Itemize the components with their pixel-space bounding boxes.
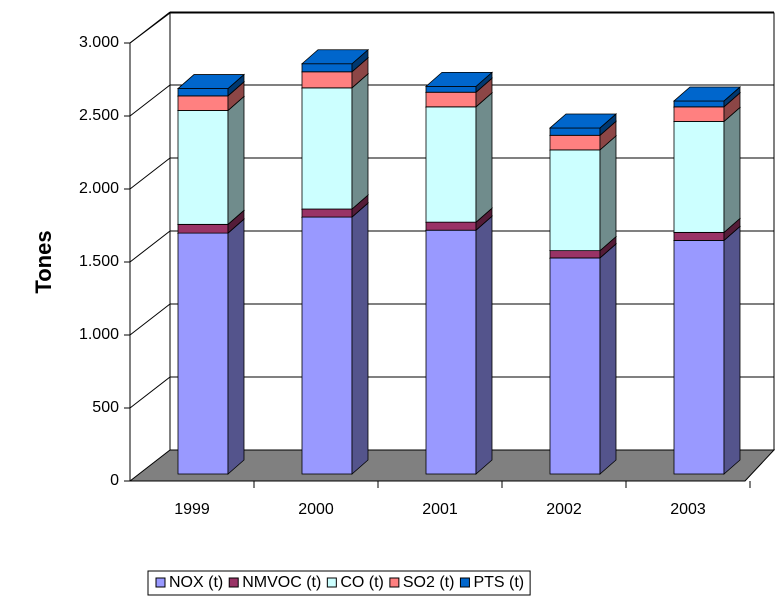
legend-label: PTS (t) <box>473 574 524 591</box>
x-tick-label: 2002 <box>546 501 582 518</box>
legend-label: CO (t) <box>340 574 384 591</box>
bar-side <box>351 72 369 210</box>
bar-top <box>548 113 618 129</box>
y-tick-label: 2.000 <box>79 180 119 197</box>
y-tick-label: 500 <box>92 399 119 416</box>
legend-swatch <box>389 577 400 588</box>
bar-side <box>475 215 493 475</box>
bar-segment <box>301 63 353 73</box>
bar-segment <box>177 110 229 225</box>
y-tick-label: 1.500 <box>79 253 119 270</box>
bar-segment <box>673 231 725 241</box>
bar-segment <box>177 88 229 97</box>
bar-segment <box>425 229 477 475</box>
legend-label: SO2 (t) <box>403 574 455 591</box>
grid-line <box>129 11 171 44</box>
bar-segment <box>425 91 477 108</box>
bar-segment <box>549 127 601 136</box>
bar-top <box>672 86 742 102</box>
bar-segment <box>425 85 477 93</box>
legend-swatch <box>459 577 470 588</box>
bar-side <box>227 218 245 475</box>
bar-segment <box>549 257 601 475</box>
legend-label: NMVOC (t) <box>242 574 321 591</box>
bar-segment <box>673 106 725 122</box>
x-tick-label: 2000 <box>298 501 334 518</box>
y-tick-label: 3.000 <box>79 34 119 51</box>
x-tick-label: 1999 <box>174 501 210 518</box>
bar-segment <box>301 216 353 475</box>
bar-side <box>599 243 617 475</box>
bar-segment <box>177 232 229 475</box>
bar-top <box>424 71 494 87</box>
bar-side <box>723 106 741 234</box>
bar-segment <box>177 223 229 234</box>
y-axis-title: Tones <box>31 230 56 293</box>
grid-line <box>129 230 171 263</box>
legend-swatch <box>155 577 166 588</box>
y-tick-label: 2.500 <box>79 107 119 124</box>
bar-side <box>351 202 369 475</box>
bar-segment <box>301 71 353 89</box>
bar-segment <box>425 221 477 231</box>
grid-line <box>129 303 171 336</box>
bar-side <box>723 225 741 475</box>
grid-line <box>129 157 171 190</box>
bar-segment <box>301 208 353 218</box>
legend-label: NOX (t) <box>169 574 223 591</box>
bar-side <box>227 95 245 226</box>
bar-side <box>475 91 493 224</box>
bar-segment <box>301 87 353 210</box>
x-tick-label: 2003 <box>670 501 706 518</box>
bar-top <box>300 49 370 65</box>
legend-swatch <box>326 577 337 588</box>
bar-segment <box>673 239 725 475</box>
bar-segment <box>177 95 229 111</box>
y-tick-label: 0 <box>110 472 119 489</box>
bar-segment <box>425 106 477 223</box>
grid-line <box>129 84 171 117</box>
legend-swatch <box>228 577 239 588</box>
grid-line <box>129 376 171 409</box>
x-tick-label: 2001 <box>422 501 458 518</box>
bar-segment <box>549 149 601 252</box>
bar-segment <box>673 121 725 233</box>
legend: NOX (t) NMVOC (t) CO (t) SO2 (t) PTS (t) <box>147 570 531 596</box>
y-tick-label: 1.000 <box>79 326 119 343</box>
bar-side <box>599 134 617 252</box>
bar-segment <box>549 134 601 151</box>
bar-segment <box>549 250 601 259</box>
bar-top <box>176 74 246 89</box>
bar-segment <box>673 100 725 108</box>
